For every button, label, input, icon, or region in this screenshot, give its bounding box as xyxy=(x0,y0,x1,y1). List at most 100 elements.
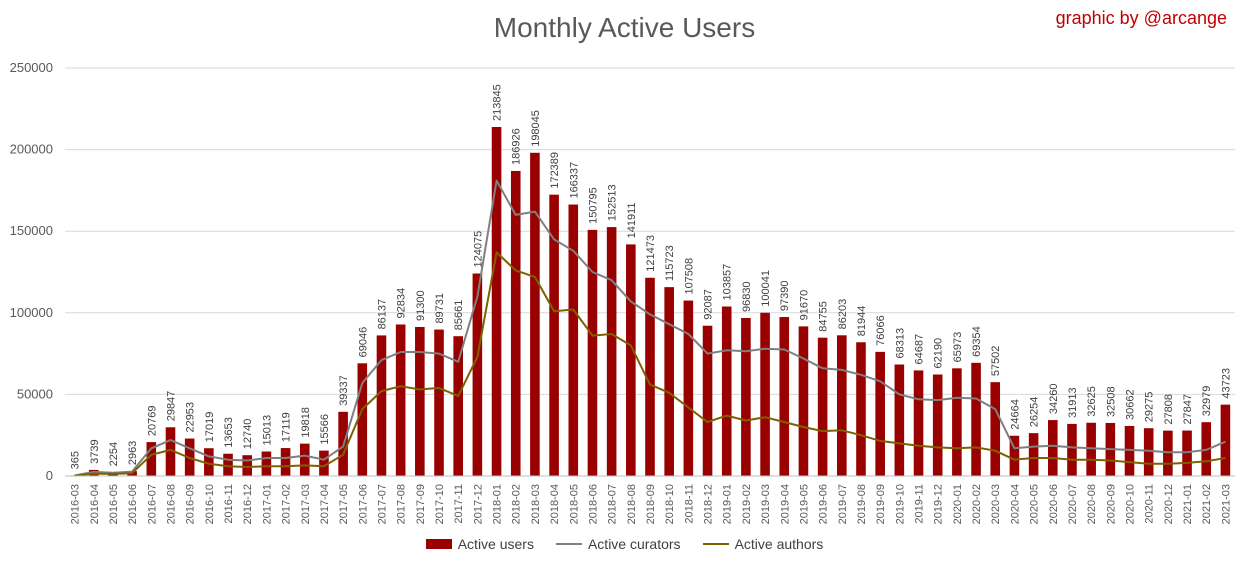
data-label: 34260 xyxy=(1048,383,1060,414)
x-tick-label: 2016-12 xyxy=(242,484,254,524)
data-label: 26254 xyxy=(1029,397,1041,428)
bar xyxy=(472,273,483,476)
x-tick-label: 2016-06 xyxy=(127,484,139,524)
bar xyxy=(1086,422,1096,476)
bar xyxy=(434,329,444,476)
data-label: 76066 xyxy=(875,315,887,346)
legend-label-active-authors: Active authors xyxy=(734,536,824,552)
bar xyxy=(587,229,598,476)
data-label: 27808 xyxy=(1163,394,1175,425)
data-label: 57502 xyxy=(990,346,1002,377)
x-tick-label: 2016-08 xyxy=(165,484,177,524)
x-tick-label: 2017-05 xyxy=(338,484,350,524)
data-label: 91300 xyxy=(415,290,427,321)
data-label: 43723 xyxy=(1220,368,1232,399)
bar xyxy=(376,335,387,476)
bar xyxy=(491,127,502,477)
x-tick-label: 2017-02 xyxy=(281,484,293,524)
data-label: 92087 xyxy=(703,289,715,320)
x-tick-label: 2016-04 xyxy=(89,484,101,524)
bar xyxy=(146,442,157,476)
bar xyxy=(242,455,253,476)
bar xyxy=(299,443,310,476)
x-tick-label: 2019-01 xyxy=(722,484,734,524)
bar xyxy=(1220,404,1231,476)
bar xyxy=(1143,428,1154,476)
bar xyxy=(837,335,847,476)
data-label: 20769 xyxy=(146,406,158,437)
credit-text: graphic by @arcange xyxy=(1055,8,1227,28)
data-label: 166337 xyxy=(568,162,580,199)
bar xyxy=(817,337,828,476)
legend-swatch-active-users xyxy=(425,539,452,549)
x-tick-label: 2017-06 xyxy=(357,484,369,524)
y-tick-label: 150000 xyxy=(10,223,53,238)
data-label: 124075 xyxy=(472,231,484,268)
x-tick-label: 2020-04 xyxy=(1009,484,1021,524)
data-label: 103857 xyxy=(722,264,734,301)
data-label: 115723 xyxy=(664,245,676,281)
x-tick-label: 2016-03 xyxy=(70,484,82,524)
legend-label-active-users: Active users xyxy=(457,536,534,552)
x-tick-label: 2016-11 xyxy=(223,484,235,524)
x-tick-label: 2020-10 xyxy=(1125,484,1137,524)
x-tick-label: 2019-06 xyxy=(818,484,830,524)
x-tick-label: 2019-05 xyxy=(798,484,810,524)
bar xyxy=(280,448,291,476)
data-label: 81944 xyxy=(856,306,868,337)
active-curators-line xyxy=(74,179,1226,477)
data-label: 24664 xyxy=(1009,399,1021,430)
legend: Active users Active curators Active auth… xyxy=(0,536,1249,552)
bar xyxy=(223,453,233,476)
legend-swatch-active-curators xyxy=(555,543,582,545)
data-label: 86137 xyxy=(376,299,388,330)
x-tick-label: 2017-01 xyxy=(261,484,273,524)
x-tick-label: 2017-12 xyxy=(472,484,484,524)
bar xyxy=(357,363,368,476)
x-tick-label: 2019-03 xyxy=(760,484,772,524)
bar xyxy=(971,362,981,476)
data-label: 186926 xyxy=(511,128,523,165)
x-tick-label: 2020-11 xyxy=(1144,484,1156,524)
bar xyxy=(319,450,329,476)
x-tick-label: 2019-10 xyxy=(894,484,906,524)
x-tick-label: 2018-06 xyxy=(587,484,599,524)
x-tick-label: 2021-01 xyxy=(1182,484,1194,524)
data-label: 150795 xyxy=(587,187,599,224)
data-label: 69354 xyxy=(971,326,983,357)
bar xyxy=(645,277,655,476)
data-label: 91670 xyxy=(798,290,810,321)
x-tick-label: 2018-09 xyxy=(645,484,657,524)
bar xyxy=(1067,423,1077,476)
y-tick-label: 250000 xyxy=(10,60,53,75)
data-label: 19818 xyxy=(300,407,312,438)
data-label: 15013 xyxy=(261,415,273,446)
bar xyxy=(1124,425,1135,476)
bar xyxy=(204,448,214,476)
x-tick-label: 2017-03 xyxy=(300,484,312,524)
data-label: 92834 xyxy=(396,288,408,319)
bar xyxy=(894,364,905,476)
x-tick-label: 2019-12 xyxy=(933,484,945,524)
x-tick-label: 2016-10 xyxy=(204,484,216,524)
data-label: 96830 xyxy=(741,281,753,312)
data-label: 27847 xyxy=(1182,394,1194,425)
data-label: 152513 xyxy=(607,184,619,221)
legend-swatch-active-authors xyxy=(702,543,729,545)
active-authors-line xyxy=(74,251,1226,477)
y-tick-label: 50000 xyxy=(17,386,53,401)
x-tick-label: 2016-09 xyxy=(185,484,197,524)
legend-label-active-curators: Active curators xyxy=(587,536,681,552)
x-tick-label: 2016-07 xyxy=(146,484,158,524)
chart-title: Monthly Active Users xyxy=(493,12,756,43)
bar xyxy=(702,325,713,476)
data-label: 29847 xyxy=(165,391,177,422)
data-label: 100041 xyxy=(760,270,772,307)
data-label: 365 xyxy=(70,451,82,469)
x-tick-label: 2018-10 xyxy=(664,484,676,524)
bar xyxy=(990,382,1001,476)
x-tick-label: 2018-12 xyxy=(703,484,715,524)
data-label: 84755 xyxy=(818,301,830,332)
data-label: 13653 xyxy=(223,417,235,448)
